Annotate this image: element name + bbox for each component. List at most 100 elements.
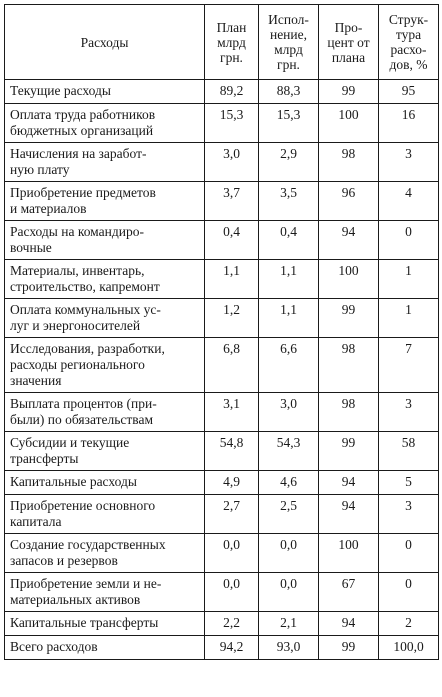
row-structure-cell: 3 [378,142,439,182]
row-structure-cell: 100,0 [378,635,439,660]
row-percent-cell: 99 [318,635,379,660]
row-structure-cell: 95 [378,79,439,104]
row-name-cell: Начисления на заработ- ную плату [4,142,205,182]
row-plan-cell: 0,4 [204,220,259,260]
row-structure-cell: 5 [378,470,439,495]
row-percent-cell: 99 [318,298,379,338]
table-row: Материалы, инвентарь, строительство, кап… [4,259,439,299]
table-row: Субсидии и текущие трансферты 54,8 54,3 99 5… [4,431,439,471]
row-percent-cell: 94 [318,611,379,636]
row-structure-cell: 7 [378,337,439,393]
row-plan-cell: 0,0 [204,533,259,573]
row-structure-cell: 0 [378,220,439,260]
expenditure-table: Расходы План млрд грн. Испол- нение, млр… [4,4,439,660]
table-row: Оплата коммунальных ус- луг и энергоноси… [4,298,439,338]
table-row: Выплата процентов (при- были) по обязате… [4,392,439,432]
row-name-cell: Оплата коммунальных ус- луг и энергоноси… [4,298,205,338]
row-name-cell: Приобретение предметов и материалов [4,181,205,221]
row-plan-cell: 1,2 [204,298,259,338]
row-plan-cell: 54,8 [204,431,259,471]
row-name-cell: Расходы на командиро- вочные [4,220,205,260]
row-percent-cell: 98 [318,392,379,432]
row-execution-cell: 0,0 [258,572,319,612]
row-execution-cell: 3,5 [258,181,319,221]
table-row: Текущие расходы 89,2 88,3 99 95 [4,79,439,104]
row-name-cell: Приобретение земли и не- материальных ак… [4,572,205,612]
row-percent-cell: 94 [318,470,379,495]
table-row: Приобретение основного капитала 2,7 2,5 94 3 [4,494,439,534]
table-row: Приобретение земли и не- материальных ак… [4,572,439,612]
table-row: Создание государственных запасов и резер… [4,533,439,573]
row-execution-cell: 1,1 [258,259,319,299]
header-expenses: Расходы [4,4,205,80]
table-row: Капитальные расходы 4,9 4,6 94 5 [4,470,439,495]
row-structure-cell: 3 [378,392,439,432]
row-plan-cell: 1,1 [204,259,259,299]
row-plan-cell: 0,0 [204,572,259,612]
row-structure-cell: 58 [378,431,439,471]
row-structure-cell: 2 [378,611,439,636]
table-row: Всего расходов 94,2 93,0 99 100,0 [4,635,439,660]
row-execution-cell: 1,1 [258,298,319,338]
row-name-cell: Материалы, инвентарь, строительство, кап… [4,259,205,299]
row-percent-cell: 98 [318,142,379,182]
header-row: Расходы План млрд грн. Испол- нение, млр… [4,4,439,80]
header-percent: Про- цент от плана [318,4,379,80]
row-execution-cell: 54,3 [258,431,319,471]
row-name-cell: Исследования, разработки, расходы регион… [4,337,205,393]
row-execution-cell: 3,0 [258,392,319,432]
row-execution-cell: 4,6 [258,470,319,495]
row-percent-cell: 94 [318,494,379,534]
row-name-cell: Создание государственных запасов и резер… [4,533,205,573]
row-structure-cell: 1 [378,259,439,299]
row-plan-cell: 2,7 [204,494,259,534]
row-percent-cell: 99 [318,431,379,471]
header-plan: План млрд грн. [204,4,259,80]
row-plan-cell: 6,8 [204,337,259,393]
row-percent-cell: 99 [318,79,379,104]
table-row: Капитальные трансферты 2,2 2,1 94 2 [4,611,439,636]
table-row: Расходы на командиро- вочные 0,4 0,4 94 0 [4,220,439,260]
table-row: Исследования, разработки, расходы регион… [4,337,439,393]
table-row: Начисления на заработ- ную плату 3,0 2,9 98… [4,142,439,182]
row-percent-cell: 98 [318,337,379,393]
row-execution-cell: 15,3 [258,103,319,143]
row-structure-cell: 4 [378,181,439,221]
row-plan-cell: 2,2 [204,611,259,636]
row-structure-cell: 0 [378,533,439,573]
table-row: Оплата труда работников бюджетных органи… [4,103,439,143]
row-execution-cell: 0,0 [258,533,319,573]
row-name-cell: Капитальные расходы [4,470,205,495]
row-name-cell: Текущие расходы [4,79,205,104]
row-execution-cell: 93,0 [258,635,319,660]
row-structure-cell: 0 [378,572,439,612]
row-execution-cell: 6,6 [258,337,319,393]
row-execution-cell: 2,1 [258,611,319,636]
row-name-cell: Приобретение основного капитала [4,494,205,534]
header-execution: Испол- нение, млрд грн. [258,4,319,80]
row-percent-cell: 100 [318,103,379,143]
row-name-cell: Всего расходов [4,635,205,660]
row-plan-cell: 3,7 [204,181,259,221]
row-structure-cell: 16 [378,103,439,143]
header-structure: Струк- тура расхо- дов, % [378,4,439,80]
row-plan-cell: 89,2 [204,79,259,104]
row-name-cell: Субсидии и текущие трансферты [4,431,205,471]
row-name-cell: Выплата процентов (при- были) по обязате… [4,392,205,432]
row-execution-cell: 2,5 [258,494,319,534]
row-plan-cell: 94,2 [204,635,259,660]
row-name-cell: Капитальные трансферты [4,611,205,636]
table-row: Приобретение предметов и материалов 3,7 3,… [4,181,439,221]
row-percent-cell: 96 [318,181,379,221]
row-percent-cell: 100 [318,533,379,573]
row-percent-cell: 94 [318,220,379,260]
row-plan-cell: 15,3 [204,103,259,143]
row-execution-cell: 88,3 [258,79,319,104]
row-plan-cell: 4,9 [204,470,259,495]
row-structure-cell: 1 [378,298,439,338]
row-percent-cell: 100 [318,259,379,299]
row-name-cell: Оплата труда работников бюджетных органи… [4,103,205,143]
row-structure-cell: 3 [378,494,439,534]
row-execution-cell: 2,9 [258,142,319,182]
row-plan-cell: 3,0 [204,142,259,182]
